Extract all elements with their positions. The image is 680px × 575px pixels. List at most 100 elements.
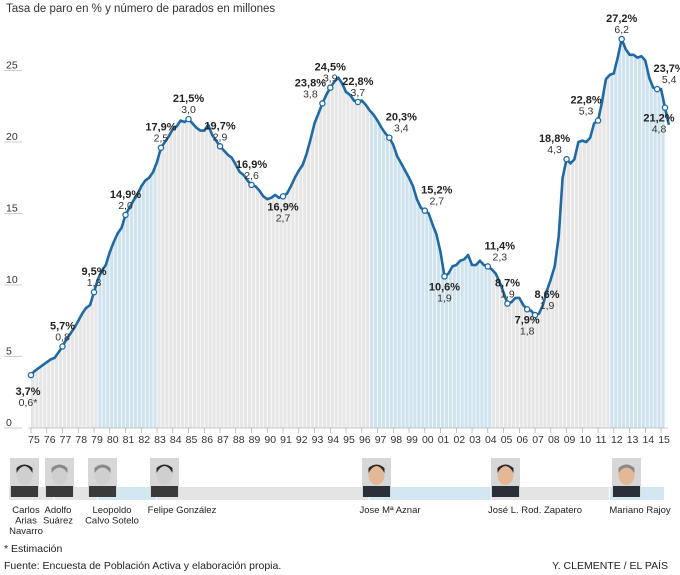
data-point-marker (59, 343, 66, 350)
rate-label: 9,5% (81, 266, 106, 278)
rate-label: 16,9% (236, 159, 267, 171)
president-portrait-suarez (45, 458, 74, 497)
x-tick-label: 09 (564, 434, 576, 446)
millions-label: 3,9 (323, 73, 338, 85)
government-stripe (9, 487, 664, 500)
portrait-face (618, 465, 635, 485)
rate-label: 8,7% (495, 278, 520, 290)
estimate-note: * Estimación (4, 543, 63, 555)
government-period-bar (491, 487, 609, 500)
x-tick-label: 91 (280, 434, 292, 446)
rate-label: 22,8% (342, 76, 373, 88)
millions-label: 2,0 (118, 200, 133, 212)
data-point-marker (618, 35, 625, 43)
rate-label: 8,6% (535, 289, 560, 301)
data-point-marker (563, 155, 570, 163)
portrait-suit (613, 486, 640, 497)
x-tick-label: 14 (642, 434, 654, 446)
president-portrait-arias (10, 458, 39, 497)
annotations: 3,7%0,6* 5,7%0,8 9,5%1,3 14,9%2,0 17,9%2,5 21… (15, 13, 680, 409)
portrait-suit (492, 486, 519, 497)
data-point-marker (484, 263, 492, 270)
data-point-marker (441, 273, 448, 280)
x-tick-label: 94 (327, 434, 339, 446)
x-tick-label: 90 (264, 434, 276, 446)
president-name-suarez: Adolfo (45, 505, 72, 516)
rate-label: 19,7% (204, 120, 235, 132)
credit: Y. CLEMENTE / EL PAÍS (552, 560, 668, 572)
president-name-calvo: Calvo Sotelo (85, 516, 139, 527)
x-tick-label: 83 (154, 434, 166, 446)
data-point-marker (661, 104, 669, 111)
x-tick-label: 07 (532, 434, 544, 446)
y-tick-label: 5 (6, 346, 12, 358)
x-tick-label: 08 (548, 434, 560, 446)
data-point-marker (504, 300, 511, 307)
portrait-suit (11, 486, 38, 497)
rate-label: 23,7% (654, 63, 680, 75)
millions-label: 5,3 (579, 106, 594, 118)
millions-label: 2,9 (213, 131, 228, 143)
rate-label: 15,2% (421, 185, 452, 197)
period-area-1 (54, 279, 98, 428)
data-point-marker (27, 371, 35, 379)
period-area-4 (369, 110, 492, 428)
x-tick-label: 04 (485, 434, 497, 446)
rate-label: 21,2% (643, 113, 674, 125)
x-tick-label: 77 (60, 434, 72, 446)
president-portrait-gonzalez (150, 458, 179, 497)
government-period-bar (157, 487, 369, 500)
millions-label: 3,0 (181, 104, 196, 116)
x-tick-label: 78 (75, 434, 87, 446)
millions-label: 1,9 (437, 292, 452, 304)
data-point-marker (523, 306, 531, 313)
x-tick-label: 92 (296, 434, 308, 446)
portrait-hair (368, 464, 385, 473)
rate-label: 27,2% (606, 13, 637, 25)
millions-label: 0,8 (55, 331, 70, 343)
x-tick-label: 13 (627, 434, 639, 446)
data-point-marker (90, 288, 98, 296)
x-tick-label: 11 (596, 434, 607, 446)
portrait-suit (46, 486, 73, 497)
data-point-marker (122, 211, 129, 219)
period-area-5 (491, 74, 610, 429)
x-tick-label: 87 (217, 434, 229, 446)
millions-label: 2,3 (492, 251, 507, 263)
president-name-arias: Navarro (9, 526, 43, 537)
president-portraits (10, 458, 641, 497)
millions-label: 6,2 (614, 24, 629, 36)
x-tick-label: 95 (343, 434, 355, 446)
rate-label: 5,7% (50, 320, 75, 332)
y-tick-label: 20 (6, 131, 18, 143)
chart-title: Tasa de paro en % y número de parados en… (6, 3, 276, 15)
president-name-arias: Arias (15, 516, 37, 527)
millions-label: 1,9 (500, 289, 515, 301)
x-tick-label: 05 (501, 434, 513, 446)
portrait-hair (16, 464, 33, 473)
rate-label: 3,7% (15, 386, 40, 398)
portrait-suit (89, 486, 116, 497)
portrait-hair (618, 464, 635, 473)
x-tick-label: 15 (658, 434, 670, 446)
millions-label: 1,3 (87, 277, 102, 289)
president-name-calvo: Leopoldo (92, 505, 131, 516)
president-name-zapatero: José L. Rod. Zapatero (488, 505, 582, 516)
portrait-face (16, 465, 33, 485)
millions-label: 3,7 (351, 87, 366, 99)
x-tick-label: 12 (611, 434, 623, 446)
portrait-face (156, 465, 173, 485)
president-name-suarez: Suárez (43, 516, 73, 527)
millions-label: 5,4 (662, 74, 677, 86)
portrait-suit (151, 486, 178, 497)
portrait-hair (94, 464, 111, 473)
source-note: Fuente: Encuesta de Población Activa y e… (4, 560, 282, 572)
x-tick-label: 10 (579, 434, 591, 446)
millions-label: 3,8 (303, 88, 318, 100)
x-tick-label: 86 (201, 434, 213, 446)
data-point-marker (327, 84, 334, 91)
period-area-2 (97, 162, 157, 428)
data-point-marker (531, 311, 539, 319)
rate-label: 24,5% (315, 62, 346, 74)
